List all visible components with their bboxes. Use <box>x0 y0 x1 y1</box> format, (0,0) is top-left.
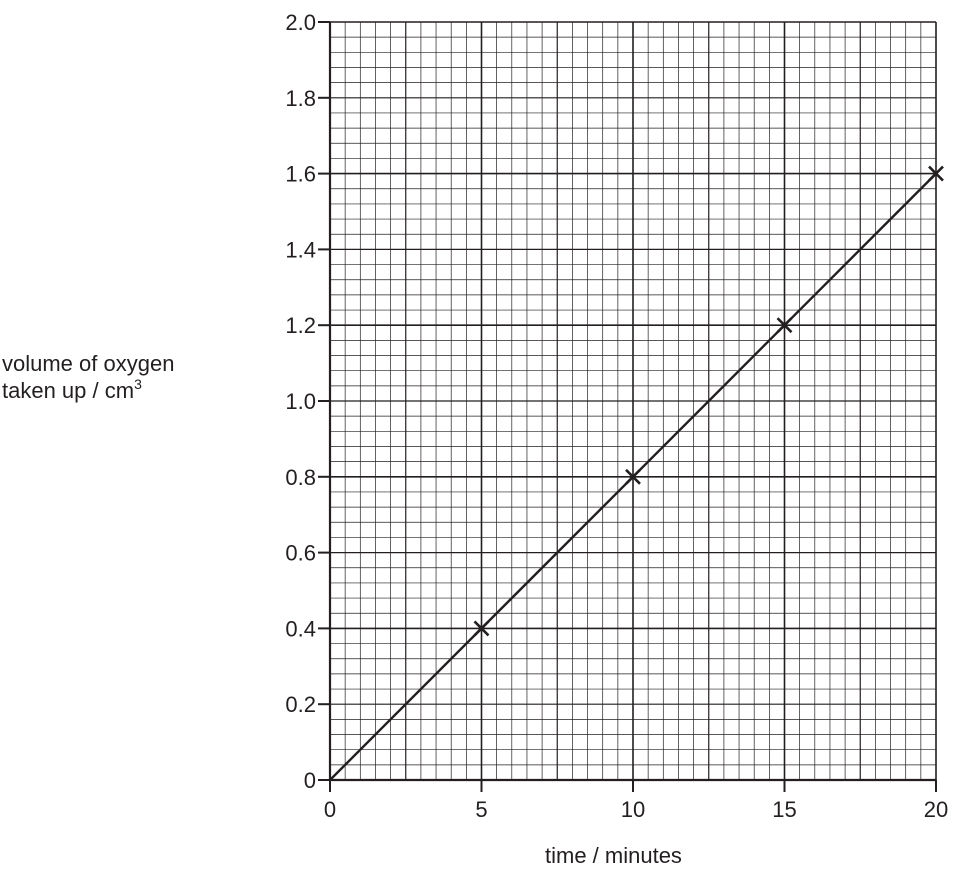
y-tick-label: 0.4 <box>285 616 316 641</box>
x-tick-label: 10 <box>621 797 645 822</box>
y-axis-label-line-1: volume of oxygen <box>2 351 175 376</box>
y-tick-label: 1.8 <box>285 86 316 111</box>
marker-stroke <box>928 165 944 182</box>
y-tick-label: 0.2 <box>285 692 316 717</box>
data-point-marker <box>625 468 641 485</box>
y-tick-label: 1.2 <box>285 313 316 338</box>
y-axis-label-text: taken up / cm <box>2 378 135 403</box>
data-point-marker <box>776 317 793 334</box>
ticks: 0 0.2 0.4 0.6 0.8 1.0 1.2 1.4 1.6 1.8 2.0 0 5 10 15 20 <box>285 10 948 822</box>
y-axis-label: volume of oxygen taken up / cm3 <box>2 350 262 404</box>
x-tick-label: 0 <box>324 797 336 822</box>
data-point-marker <box>928 165 944 182</box>
x-tick-label: 15 <box>772 797 796 822</box>
y-tick-label: 2.0 <box>285 10 316 35</box>
data-series <box>329 165 944 781</box>
y-tick-label: 0 <box>304 768 316 793</box>
marker-stroke <box>625 468 641 485</box>
data-point-marker <box>473 620 490 637</box>
y-tick-label: 1.4 <box>285 237 316 262</box>
y-axis-label-superscript: 3 <box>134 376 142 392</box>
marker-stroke <box>473 620 490 637</box>
x-tick-label: 20 <box>924 797 948 822</box>
y-tick-label: 1.6 <box>285 162 316 187</box>
y-tick-label: 0.6 <box>285 541 316 566</box>
x-tick-label: 5 <box>475 797 487 822</box>
grid <box>329 21 937 781</box>
y-tick-label: 1.0 <box>285 389 316 414</box>
y-axis-label-line-2: taken up / cm3 <box>2 377 262 404</box>
x-axis-label: time / minutes <box>545 843 682 868</box>
y-tick-label: 0.8 <box>285 465 316 490</box>
marker-stroke <box>776 317 793 334</box>
